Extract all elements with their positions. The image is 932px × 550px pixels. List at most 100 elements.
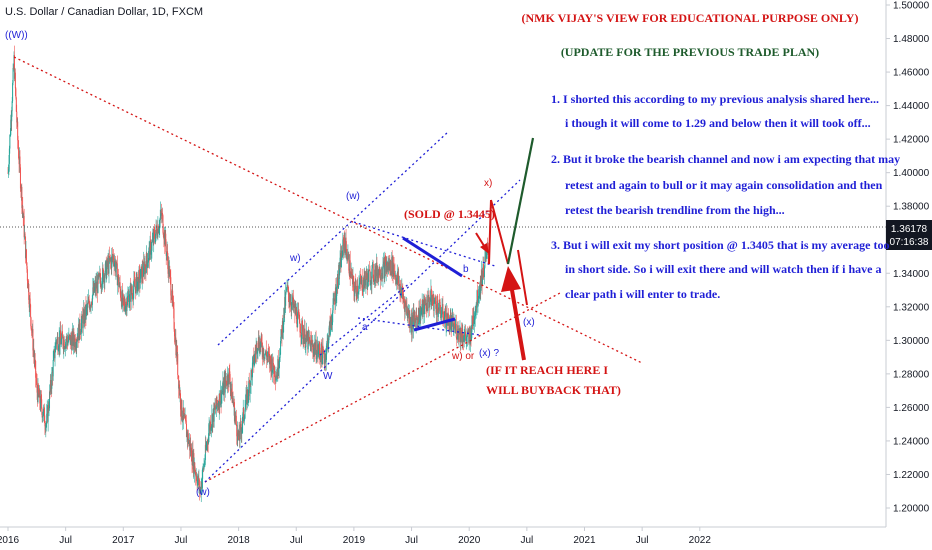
candle-body: [278, 359, 280, 369]
candle-body: [485, 250, 487, 257]
trade-plan-note-line: 2. But it broke the bearish channel and …: [551, 152, 900, 166]
candle-body: [37, 384, 39, 393]
candle-body: [278, 368, 280, 373]
candle-body: [52, 360, 54, 377]
candle-body: [221, 392, 223, 394]
candle-body: [227, 374, 229, 384]
candle-body: [126, 296, 128, 306]
candle-body: [242, 413, 244, 425]
candle-body: [79, 319, 81, 334]
candle-body: [73, 332, 75, 343]
candle-body: [465, 331, 467, 337]
candle-body: [362, 290, 364, 292]
candle-body: [26, 262, 28, 270]
candle-body: [315, 339, 317, 360]
candle-body: [97, 274, 99, 293]
candle-body: [151, 239, 153, 243]
candle-body: [214, 404, 216, 409]
candle-body: [337, 277, 339, 288]
wave-label-w-top: (w): [346, 191, 360, 202]
candle-body: [310, 339, 312, 341]
candle-body: [253, 361, 255, 366]
candle-body: [34, 359, 36, 362]
candle-body: [76, 340, 78, 342]
candle-body: [427, 295, 429, 311]
candle-body: [438, 299, 440, 313]
candle-body: [66, 336, 68, 342]
candle-body: [477, 295, 479, 303]
candle-body: [323, 351, 325, 359]
big-red-arrow: [501, 266, 526, 361]
price-tag-countdown: 07:16:38: [890, 237, 929, 248]
candle-body: [98, 273, 100, 278]
candle-body: [350, 277, 352, 278]
candle-body: [88, 299, 90, 305]
candle-body: [328, 327, 330, 341]
candle-body: [477, 302, 479, 306]
candle-body: [203, 463, 205, 465]
candle-body: [12, 82, 14, 102]
candle-body: [209, 421, 211, 431]
candle-body: [442, 304, 444, 319]
candle-body: [280, 340, 282, 355]
trade-plan-note-line: i though it will come to 1.29 and below …: [565, 116, 871, 130]
candle-body: [134, 281, 136, 287]
candle-body: [80, 333, 82, 335]
candle-body: [147, 262, 149, 267]
x-tick-label: 2022: [689, 535, 712, 546]
candle-body: [167, 251, 169, 261]
candle-body: [118, 285, 120, 287]
x-tick-label: 2019: [343, 535, 366, 546]
candle-body: [63, 339, 65, 349]
candle-body: [124, 301, 126, 308]
x-tick-label: Jul: [175, 535, 188, 546]
candle-body: [475, 310, 477, 313]
candle-body: [398, 275, 400, 287]
x-tick-label: Jul: [405, 535, 418, 546]
trade-plan-notes: 1. I shorted this according to my previo…: [551, 92, 900, 301]
candle-body: [221, 393, 223, 404]
candle-body: [243, 407, 245, 420]
candle-body: [239, 424, 241, 441]
candle-body: [246, 389, 248, 406]
candle-body: [434, 300, 436, 303]
candle-body: [271, 370, 273, 375]
candle-body: [406, 306, 408, 314]
candle-body: [411, 320, 413, 333]
candle-body: [85, 305, 87, 317]
candle-body: [153, 230, 155, 243]
candle-body: [382, 261, 384, 265]
candle-body: [118, 275, 120, 287]
candle-body: [341, 250, 343, 257]
candle-body: [117, 278, 119, 286]
candle-body: [215, 408, 217, 410]
candle-body: [21, 186, 23, 209]
candle-body: [361, 277, 363, 291]
candle-body: [51, 372, 53, 389]
candle-body: [439, 301, 441, 311]
candle-body: [482, 264, 484, 274]
candle-body: [172, 290, 174, 302]
candle-body: [263, 348, 265, 358]
candle-body: [409, 313, 411, 326]
candle-body: [33, 354, 35, 362]
candle-body: [431, 298, 433, 306]
candle-body: [109, 257, 111, 261]
candle-body: [244, 418, 246, 420]
candle-body: [384, 260, 386, 262]
candle-body: [260, 342, 262, 348]
candle-body: [452, 316, 454, 330]
price-tag-box: [886, 220, 932, 250]
candle-body: [210, 425, 212, 428]
candle-body: [404, 301, 406, 312]
candle-body: [114, 262, 116, 267]
blue-lower-line: [319, 282, 411, 356]
candle-body: [330, 317, 332, 322]
candle-body: [264, 353, 266, 355]
candle-body: [301, 320, 303, 325]
candle-body: [341, 255, 343, 257]
candle-body: [241, 428, 243, 435]
candle-body: [426, 299, 428, 310]
candle-body: [292, 297, 294, 308]
